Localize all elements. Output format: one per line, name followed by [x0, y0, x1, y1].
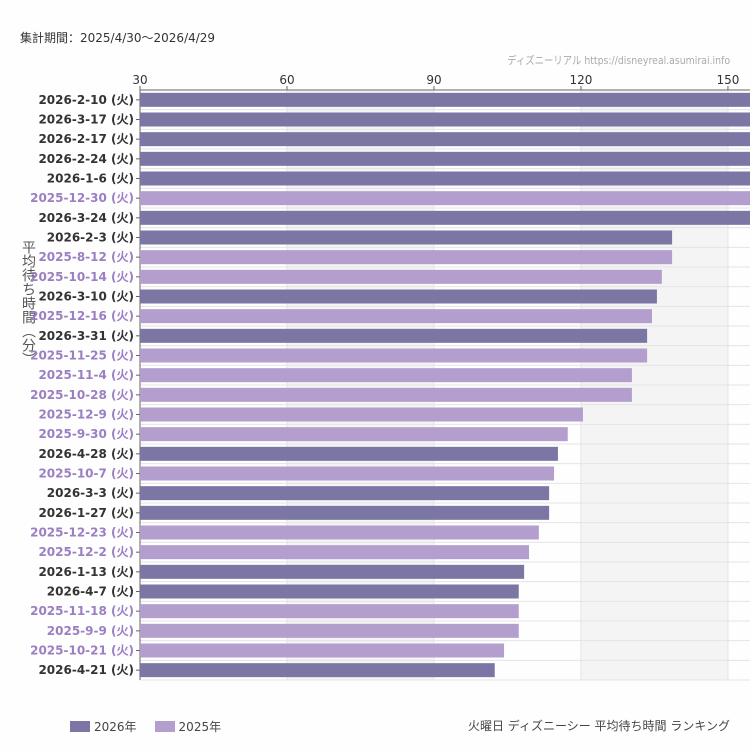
y-tick-label: 2026-2-3 (火)	[47, 231, 134, 245]
bar	[140, 191, 750, 206]
y-tick-label: 2026-3-3 (火)	[47, 486, 134, 500]
legend-swatch	[70, 721, 90, 732]
y-tick-label: 2025-12-30 (火)	[30, 191, 134, 205]
bar	[140, 663, 495, 678]
bar	[140, 446, 558, 461]
bar	[140, 151, 750, 166]
y-tick-label: 2025-10-28 (火)	[30, 388, 134, 402]
bar	[140, 132, 750, 147]
y-tick-label: 2026-4-7 (火)	[47, 585, 134, 599]
y-tick-label: 2025-11-25 (火)	[30, 349, 134, 363]
y-tick-label: 2026-4-28 (火)	[38, 447, 134, 461]
bar	[140, 269, 662, 284]
bar	[140, 525, 539, 540]
legend-swatch	[154, 721, 175, 732]
bar	[140, 466, 555, 481]
y-tick-label: 2026-3-10 (火)	[38, 290, 134, 304]
y-tick-label: 2025-8-12 (火)	[38, 250, 134, 264]
bar	[140, 230, 673, 245]
legend-label: 2026年	[94, 720, 137, 734]
bar	[140, 250, 673, 265]
y-tick-label: 2026-2-10 (火)	[38, 93, 134, 107]
bar	[140, 309, 653, 324]
y-tick-label: 2025-9-30 (火)	[38, 427, 134, 441]
y-tick-label: 2025-11-4 (火)	[38, 368, 134, 382]
x-tick-label: 150	[716, 73, 739, 87]
x-tick-label: 30	[132, 73, 147, 87]
chart-title: 火曜日 ディズニーシー 平均待ち時間 ランキング	[467, 719, 730, 733]
bar	[140, 171, 750, 186]
bar	[140, 387, 632, 402]
y-tick-label: 2025-11-18 (火)	[30, 604, 134, 618]
bar	[140, 289, 657, 304]
legend: 2026年 2025年	[70, 718, 221, 735]
y-tick-label: 2025-12-9 (火)	[38, 408, 134, 422]
bar	[140, 407, 583, 422]
y-tick-label: 2025-10-21 (火)	[30, 644, 134, 658]
bar	[140, 112, 750, 127]
bar	[140, 564, 525, 579]
y-tick-label: 2025-10-14 (火)	[30, 270, 134, 284]
bar	[140, 505, 550, 520]
bar	[140, 486, 550, 501]
y-tick-label: 2025-10-7 (火)	[38, 467, 134, 481]
bar	[140, 368, 632, 383]
credit-label: ディズニーリアル https://disneyreal.asumirai.inf…	[507, 54, 730, 67]
y-tick-label: 2026-1-27 (火)	[38, 506, 134, 520]
bar	[140, 584, 519, 599]
bar	[140, 328, 648, 343]
y-tick-label: 2026-2-24 (火)	[38, 152, 134, 166]
y-tick-label: 2026-3-24 (火)	[38, 211, 134, 225]
legend-label: 2025年	[178, 720, 222, 734]
y-tick-label: 2026-2-17 (火)	[38, 132, 134, 146]
legend-item-2025[interactable]: 2025年	[154, 718, 222, 735]
legend-item-2026[interactable]: 2026年	[70, 718, 137, 735]
y-tick-label: 2026-3-17 (火)	[38, 113, 134, 127]
bar	[140, 545, 530, 560]
y-tick-label: 2026-4-21 (火)	[38, 663, 134, 677]
y-tick-label: 2026-1-13 (火)	[38, 565, 134, 579]
bar	[140, 427, 568, 442]
x-tick-label: 60	[279, 73, 294, 87]
bar	[140, 348, 648, 363]
x-tick-label: 120	[570, 73, 593, 87]
bar	[140, 623, 519, 638]
y-tick-label: 2025-9-9 (火)	[47, 624, 134, 638]
y-axis-label: 平均待ち時間（分）	[20, 240, 36, 366]
period-label: 集計期間：2025/4/30〜2026/4/29	[20, 31, 216, 45]
bar	[140, 604, 519, 619]
bar	[140, 92, 750, 107]
y-tick-label: 2026-1-6 (火)	[47, 172, 134, 186]
bar	[140, 643, 505, 658]
y-tick-label: 2025-12-2 (火)	[38, 545, 134, 559]
x-tick-label: 90	[426, 73, 441, 87]
bar	[140, 210, 750, 225]
y-tick-label: 2025-12-23 (火)	[30, 526, 134, 540]
y-tick-label: 2026-3-31 (火)	[38, 329, 134, 343]
y-tick-label: 2025-12-16 (火)	[30, 309, 134, 323]
